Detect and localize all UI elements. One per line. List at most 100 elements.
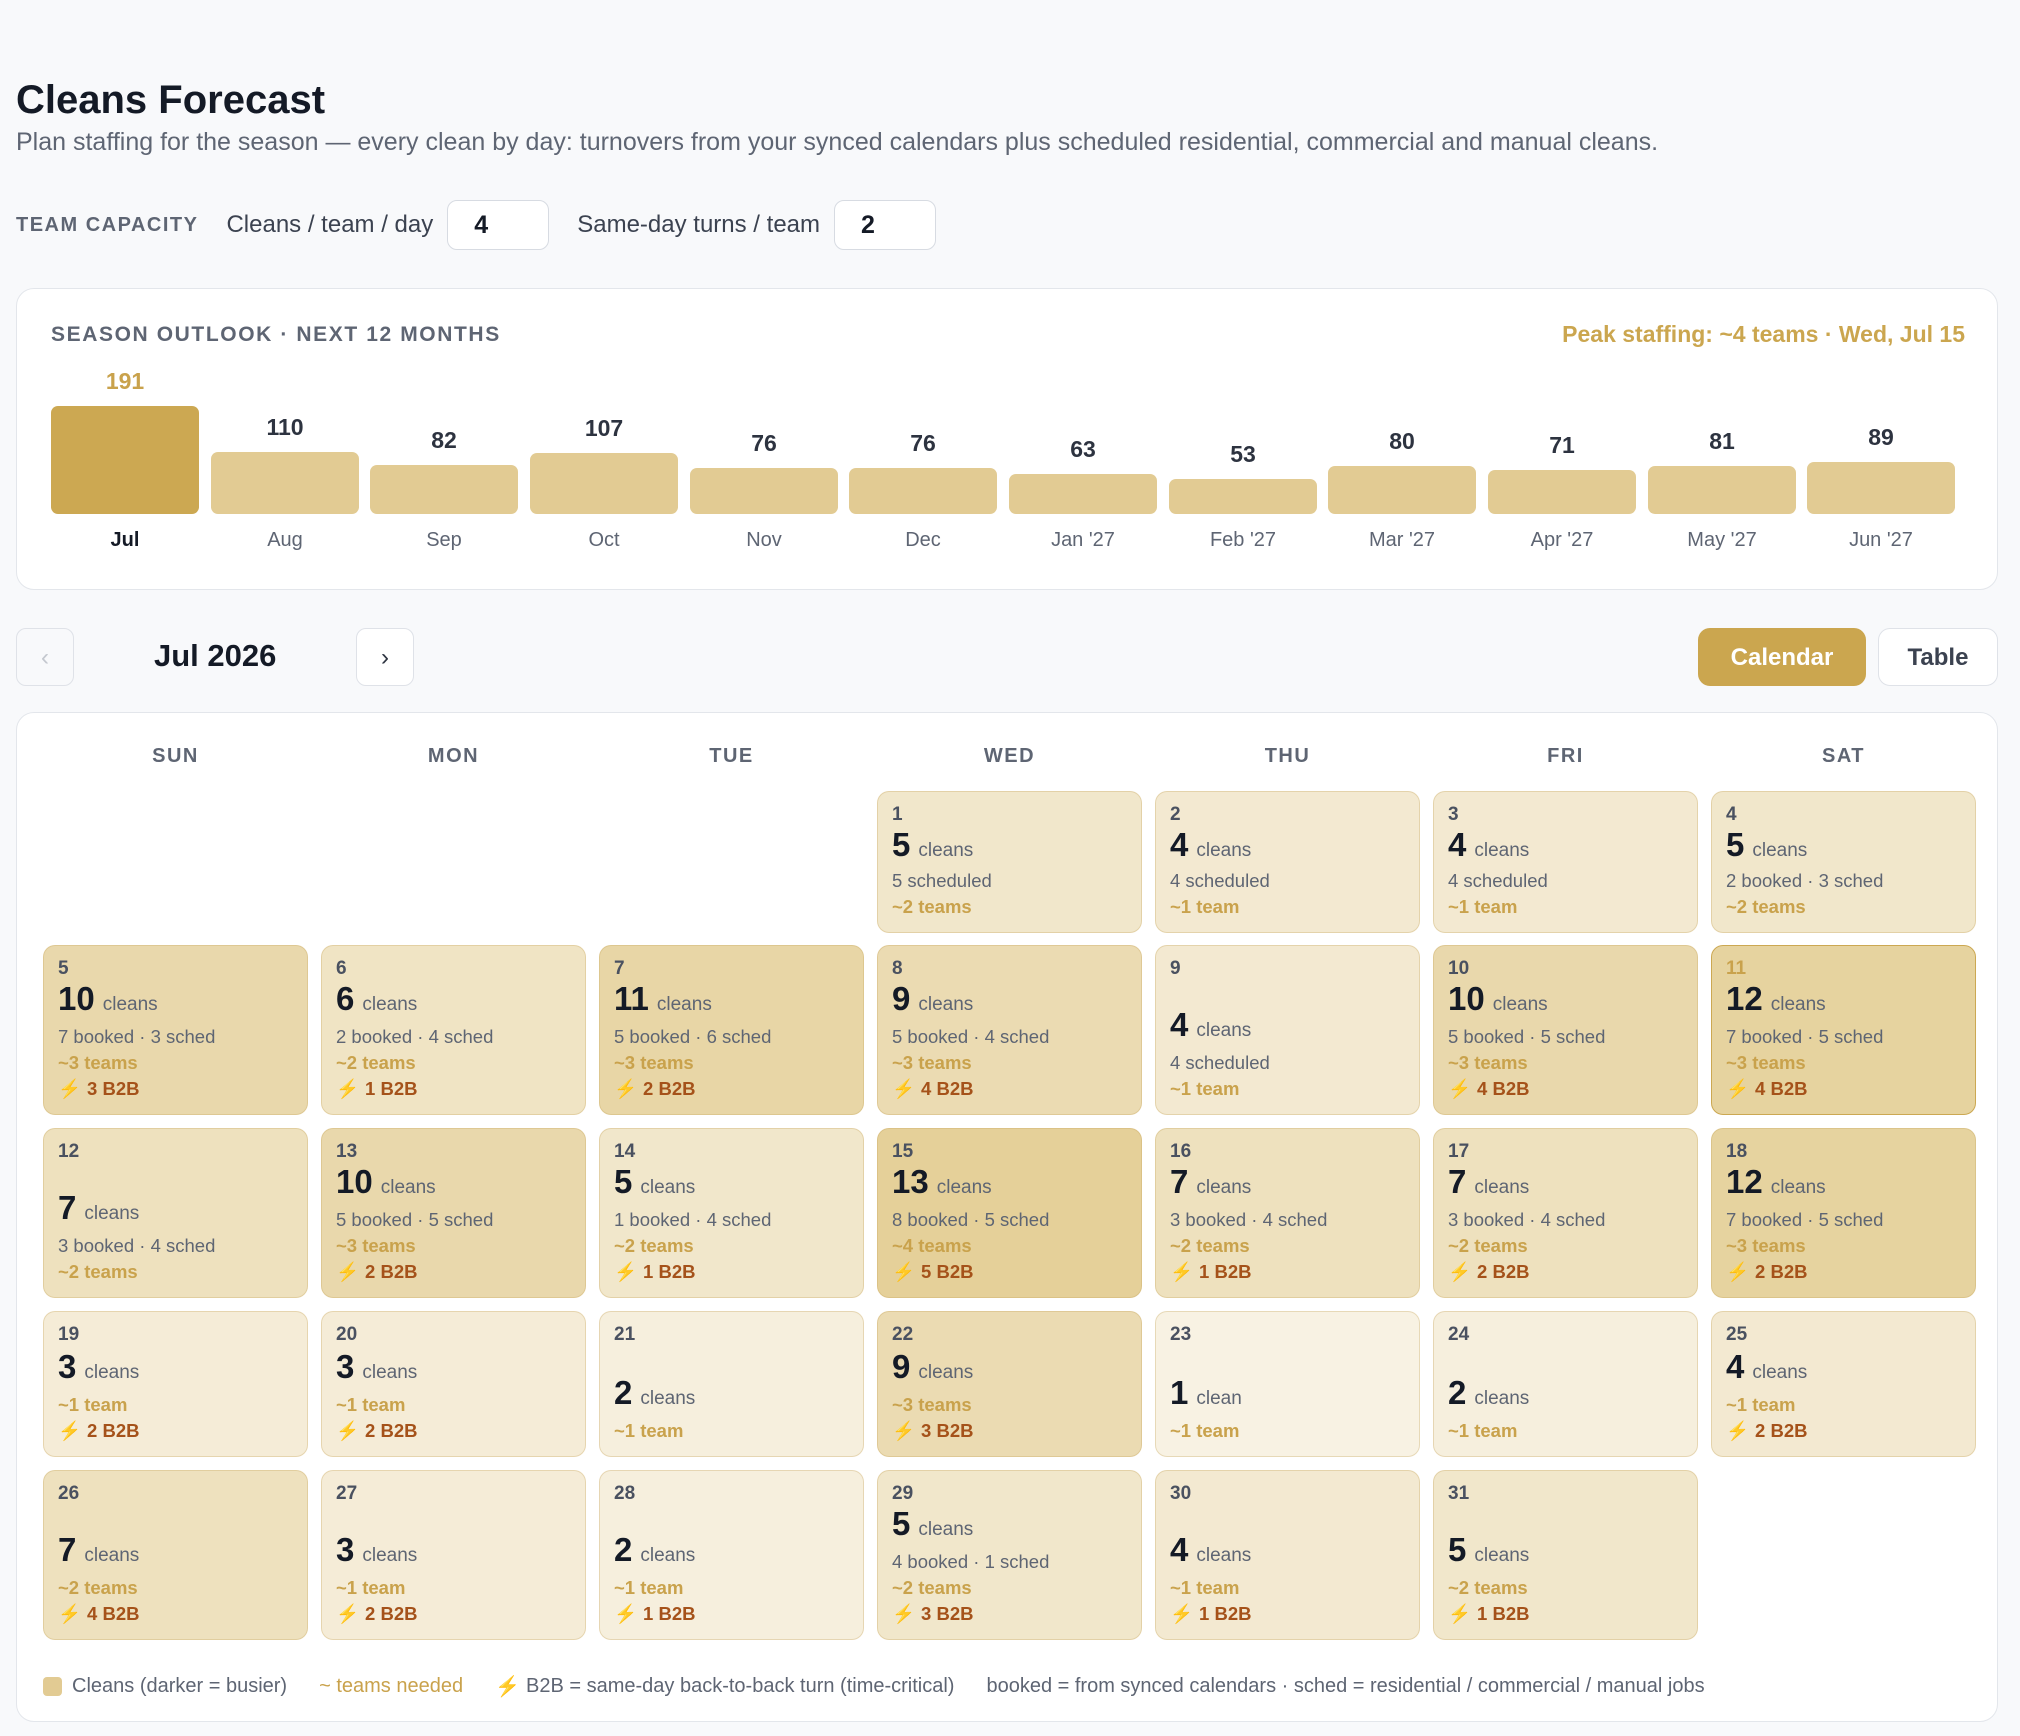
teams-needed: ~1 team: [1726, 1394, 1796, 1415]
clean-unit: cleans: [1474, 1545, 1530, 1566]
month-bar-column[interactable]: 76 Dec: [849, 289, 997, 589]
month-bar[interactable]: [1648, 466, 1796, 514]
clean-unit: cleans: [1474, 1388, 1530, 1409]
day-cell[interactable]: 20 3 cleans ~1 team ⚡ 2 B2B: [321, 1311, 586, 1457]
clean-unit: cleans: [640, 1388, 696, 1409]
month-bar[interactable]: [51, 406, 199, 514]
teams-needed: ~3 teams: [892, 1052, 972, 1073]
clean-count: 7: [58, 1531, 77, 1568]
clean-count: 11: [614, 980, 649, 1017]
day-cell[interactable]: 5 10 cleans 7 booked · 3 sched ~3 teams ⚡ 3 B2…: [43, 945, 308, 1115]
day-cell[interactable]: 26 7 cleans ~2 teams ⚡ 4 B2B: [43, 1470, 308, 1640]
month-bar-column[interactable]: 89 Jun '27: [1807, 289, 1955, 589]
day-cell[interactable]: 21 2 cleans ~1 team: [599, 1311, 864, 1457]
month-bar[interactable]: [530, 453, 678, 514]
month-bar-column[interactable]: 80 Mar '27: [1328, 289, 1476, 589]
teams-needed: ~2 teams: [614, 1235, 694, 1256]
day-cell[interactable]: 24 2 cleans ~1 team: [1433, 1311, 1698, 1457]
month-bar-column[interactable]: 76 Nov: [690, 289, 838, 589]
day-cell[interactable]: 10 10 cleans 5 booked · 5 sched ~3 teams ⚡ 4 B…: [1433, 945, 1698, 1115]
clean-count-row: 2 cleans: [614, 1374, 695, 1412]
month-bar[interactable]: [1009, 474, 1157, 514]
month-bar-column[interactable]: 82 Sep: [370, 289, 518, 589]
weekday-header: MON: [427, 745, 480, 767]
day-number: 12: [58, 1141, 80, 1162]
clean-count: 4: [1726, 1348, 1745, 1385]
month-bar[interactable]: [849, 468, 997, 514]
same-day-turns-input[interactable]: [834, 200, 936, 250]
month-bar[interactable]: [1328, 466, 1476, 514]
day-cell[interactable]: 8 9 cleans 5 booked · 4 sched ~3 teams ⚡ 4 B2B: [877, 945, 1142, 1115]
month-bar[interactable]: [690, 468, 838, 514]
clean-count: 5: [614, 1163, 633, 1200]
table-view-button[interactable]: Table: [1878, 628, 1998, 686]
month-bar[interactable]: [1807, 462, 1955, 514]
day-number: 8: [892, 958, 903, 979]
day-cell[interactable]: 16 7 cleans 3 booked · 4 sched ~2 teams ⚡ 1 B2…: [1155, 1128, 1420, 1298]
clean-count-row: 7 cleans: [1170, 1163, 1251, 1201]
month-bar-column[interactable]: 110 Aug: [211, 289, 359, 589]
day-cell[interactable]: 4 5 cleans 2 booked · 3 sched ~2 teams: [1711, 791, 1976, 933]
clean-count-row: 10 cleans: [1448, 980, 1548, 1018]
day-cell[interactable]: 9 4 cleans 4 scheduled ~1 team: [1155, 945, 1420, 1115]
month-bar-column[interactable]: 63 Jan '27: [1009, 289, 1157, 589]
lightning-bolt-icon: ⚡: [336, 1261, 360, 1282]
month-bar-column[interactable]: 107 Oct: [530, 289, 678, 589]
day-cell[interactable]: 18 12 cleans 7 booked · 5 sched ~3 teams ⚡ 2 B…: [1711, 1128, 1976, 1298]
month-bar[interactable]: [1169, 479, 1317, 514]
month-bar[interactable]: [211, 452, 359, 514]
b2b-text: 4 B2B: [921, 1078, 974, 1099]
month-bar-column[interactable]: 71 Apr '27: [1488, 289, 1636, 589]
clean-unit: cleans: [918, 1519, 974, 1540]
day-cell[interactable]: 29 5 cleans 4 booked · 1 sched ~2 teams ⚡ 3 B2…: [877, 1470, 1142, 1640]
clean-unit: cleans: [936, 1177, 992, 1198]
month-bar-column[interactable]: 81 May '27: [1648, 289, 1796, 589]
day-cell[interactable]: 13 10 cleans 5 booked · 5 sched ~3 teams ⚡ 2 B…: [321, 1128, 586, 1298]
clean-count: 4: [1170, 1531, 1189, 1568]
prev-month-button[interactable]: ‹: [16, 628, 74, 686]
day-cell[interactable]: 19 3 cleans ~1 team ⚡ 2 B2B: [43, 1311, 308, 1457]
day-cell[interactable]: 22 9 cleans ~3 teams ⚡ 3 B2B: [877, 1311, 1142, 1457]
legend-cleans-text: Cleans (darker = busier): [72, 1674, 288, 1697]
day-cell[interactable]: 7 11 cleans 5 booked · 6 sched ~3 teams ⚡ 2 B2…: [599, 945, 864, 1115]
cleans-per-team-input[interactable]: [447, 200, 550, 250]
day-cell[interactable]: 30 4 cleans ~1 team ⚡ 1 B2B: [1155, 1470, 1420, 1640]
clean-breakdown: 1 booked · 4 sched: [614, 1209, 772, 1230]
lightning-bolt-icon: ⚡: [892, 1261, 916, 1282]
day-cell[interactable]: 25 4 cleans ~1 team ⚡ 2 B2B: [1711, 1311, 1976, 1457]
team-capacity-bar: TEAM CAPACITY Cleans / team / day Same-d…: [16, 198, 964, 252]
day-cell[interactable]: 17 7 cleans 3 booked · 4 sched ~2 teams ⚡ 2 B2…: [1433, 1128, 1698, 1298]
clean-unit: cleans: [84, 1545, 140, 1566]
day-cell[interactable]: 31 5 cleans ~2 teams ⚡ 1 B2B: [1433, 1470, 1698, 1640]
b2b-text: 4 B2B: [87, 1603, 140, 1624]
day-cell[interactable]: 6 6 cleans 2 booked · 4 sched ~2 teams ⚡ 1 B2B: [321, 945, 586, 1115]
clean-count: 9: [892, 980, 911, 1017]
day-cell[interactable]: 1 5 cleans 5 scheduled ~2 teams: [877, 791, 1142, 933]
day-cell[interactable]: 27 3 cleans ~1 team ⚡ 2 B2B: [321, 1470, 586, 1640]
month-bar[interactable]: [370, 465, 518, 514]
month-bar-label: Aug: [267, 529, 303, 551]
day-cell[interactable]: 2 4 cleans 4 scheduled ~1 team: [1155, 791, 1420, 933]
day-number: 4: [1726, 804, 1737, 825]
calendar-view-button[interactable]: Calendar: [1698, 628, 1866, 686]
month-bar[interactable]: [1488, 470, 1636, 514]
lightning-bolt-icon: ⚡: [892, 1603, 916, 1624]
day-number: 9: [1170, 958, 1181, 979]
day-cell[interactable]: 3 4 cleans 4 scheduled ~1 team: [1433, 791, 1698, 933]
clean-count: 4: [1170, 1006, 1189, 1043]
day-number: 7: [614, 958, 625, 979]
day-cell[interactable]: 23 1 clean ~1 team: [1155, 1311, 1420, 1457]
clean-breakdown: 2 booked · 4 sched: [336, 1026, 494, 1047]
day-cell[interactable]: 11 12 cleans 7 booked · 5 sched ~3 teams ⚡ 4 B…: [1711, 945, 1976, 1115]
day-cell[interactable]: 15 13 cleans 8 booked · 5 sched ~4 teams ⚡ 5 B…: [877, 1128, 1142, 1298]
next-month-button[interactable]: ›: [356, 628, 414, 686]
day-cell[interactable]: 12 7 cleans 3 booked · 4 sched ~2 teams: [43, 1128, 308, 1298]
clean-count-row: 2 cleans: [1448, 1374, 1529, 1412]
day-number: 20: [336, 1324, 358, 1345]
clean-unit: cleans: [362, 994, 418, 1015]
month-bar-column[interactable]: 191 Jul: [51, 289, 199, 589]
month-bar-column[interactable]: 53 Feb '27: [1169, 289, 1317, 589]
b2b-count: ⚡ 1 B2B: [614, 1603, 696, 1625]
day-cell[interactable]: 14 5 cleans 1 booked · 4 sched ~2 teams ⚡ 1 B2…: [599, 1128, 864, 1298]
day-cell[interactable]: 28 2 cleans ~1 team ⚡ 1 B2B: [599, 1470, 864, 1640]
